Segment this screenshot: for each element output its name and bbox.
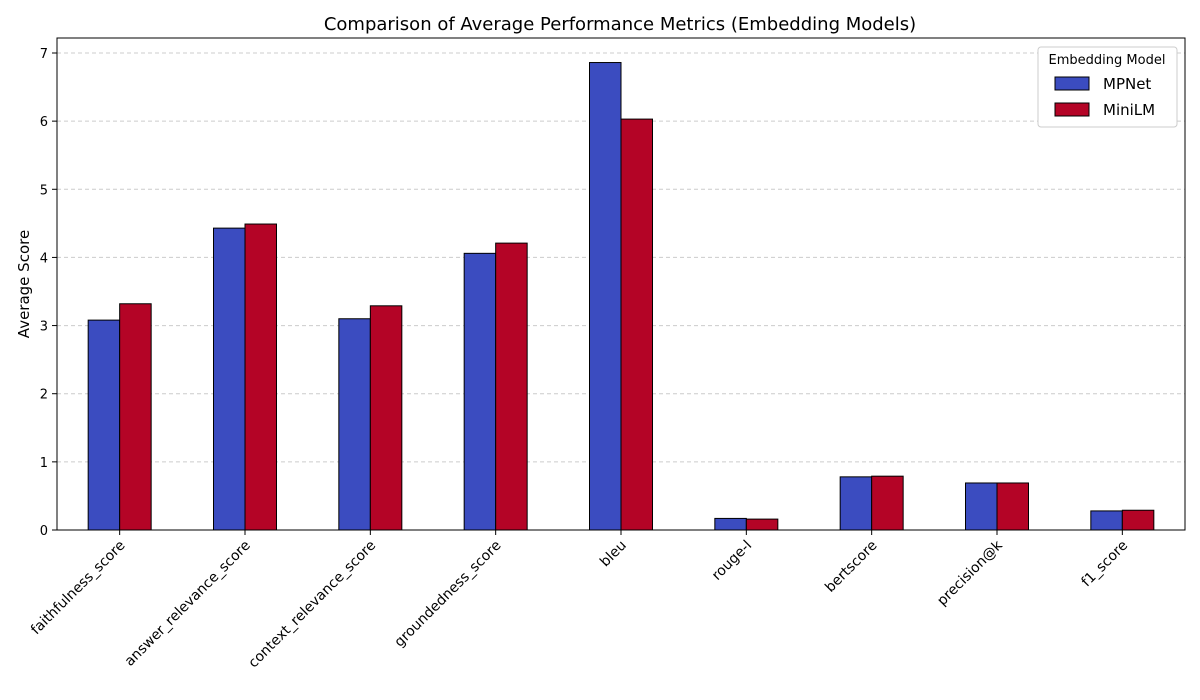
x-ticks: faithfulness_scoreanswer_relevance_score… — [28, 530, 1131, 671]
x-tick-label: rouge-l — [709, 538, 755, 584]
y-axis-label: Average Score — [15, 230, 33, 338]
y-tick-label: 0 — [40, 524, 48, 539]
y-tick-label: 4 — [40, 251, 48, 266]
chart-title: Comparison of Average Performance Metric… — [324, 14, 916, 35]
x-tick-label: groundedness_score — [392, 538, 505, 651]
bar-mpnet-bleu — [589, 62, 622, 531]
x-tick-label: f1_score — [1079, 538, 1132, 591]
y-ticks: 0 1 2 3 4 5 6 7 — [40, 47, 57, 539]
legend-title: Embedding Model — [1049, 53, 1166, 68]
legend-swatch-mpnet — [1054, 76, 1090, 91]
bar-mpnet-groundedness_score — [463, 252, 497, 531]
legend: Embedding Model MPNet MiniLM — [1037, 46, 1178, 128]
bar-minilm-precision@k — [996, 482, 1029, 531]
legend-label-minilm: MiniLM — [1103, 101, 1155, 119]
x-tick-label: context_relevance_score — [246, 538, 380, 672]
bars — [87, 62, 1155, 531]
bar-minilm-groundedness_score — [495, 242, 528, 531]
bar-mpnet-bertscore — [839, 476, 873, 531]
bar-minilm-rouge-l — [745, 518, 779, 531]
bar-mpnet-rouge-l — [714, 517, 747, 531]
x-tick-label: faithfulness_score — [28, 538, 129, 639]
y-tick-label: 6 — [40, 115, 48, 130]
bar-minilm-bleu — [620, 118, 653, 531]
bar-minilm-bertscore — [871, 475, 904, 531]
bar-mpnet-f1_score — [1090, 510, 1123, 531]
x-tick-label: answer_relevance_score — [122, 538, 254, 670]
y-tick-label: 2 — [40, 388, 48, 403]
y-tick-label: 5 — [40, 183, 48, 198]
bar-minilm-answer_relevance_score — [244, 223, 277, 531]
legend-label-mpnet: MPNet — [1103, 75, 1151, 93]
y-tick-label: 1 — [40, 456, 48, 471]
bar-mpnet-precision@k — [965, 482, 998, 531]
x-tick-label: bleu — [597, 538, 630, 571]
bar-mpnet-answer_relevance_score — [213, 227, 246, 531]
gridlines — [57, 52, 1185, 463]
x-tick-label: bertscore — [822, 538, 880, 596]
bar-minilm-context_relevance_score — [369, 305, 403, 531]
bar-mpnet-context_relevance_score — [338, 318, 371, 531]
legend-swatch-minilm — [1054, 102, 1090, 117]
bar-minilm-faithfulness_score — [119, 303, 152, 531]
bar-mpnet-faithfulness_score — [87, 319, 121, 531]
y-tick-label: 7 — [40, 47, 48, 62]
x-tick-label: precision@k — [934, 537, 1006, 609]
y-tick-label: 3 — [40, 320, 48, 335]
bar-minilm-f1_score — [1121, 509, 1155, 531]
